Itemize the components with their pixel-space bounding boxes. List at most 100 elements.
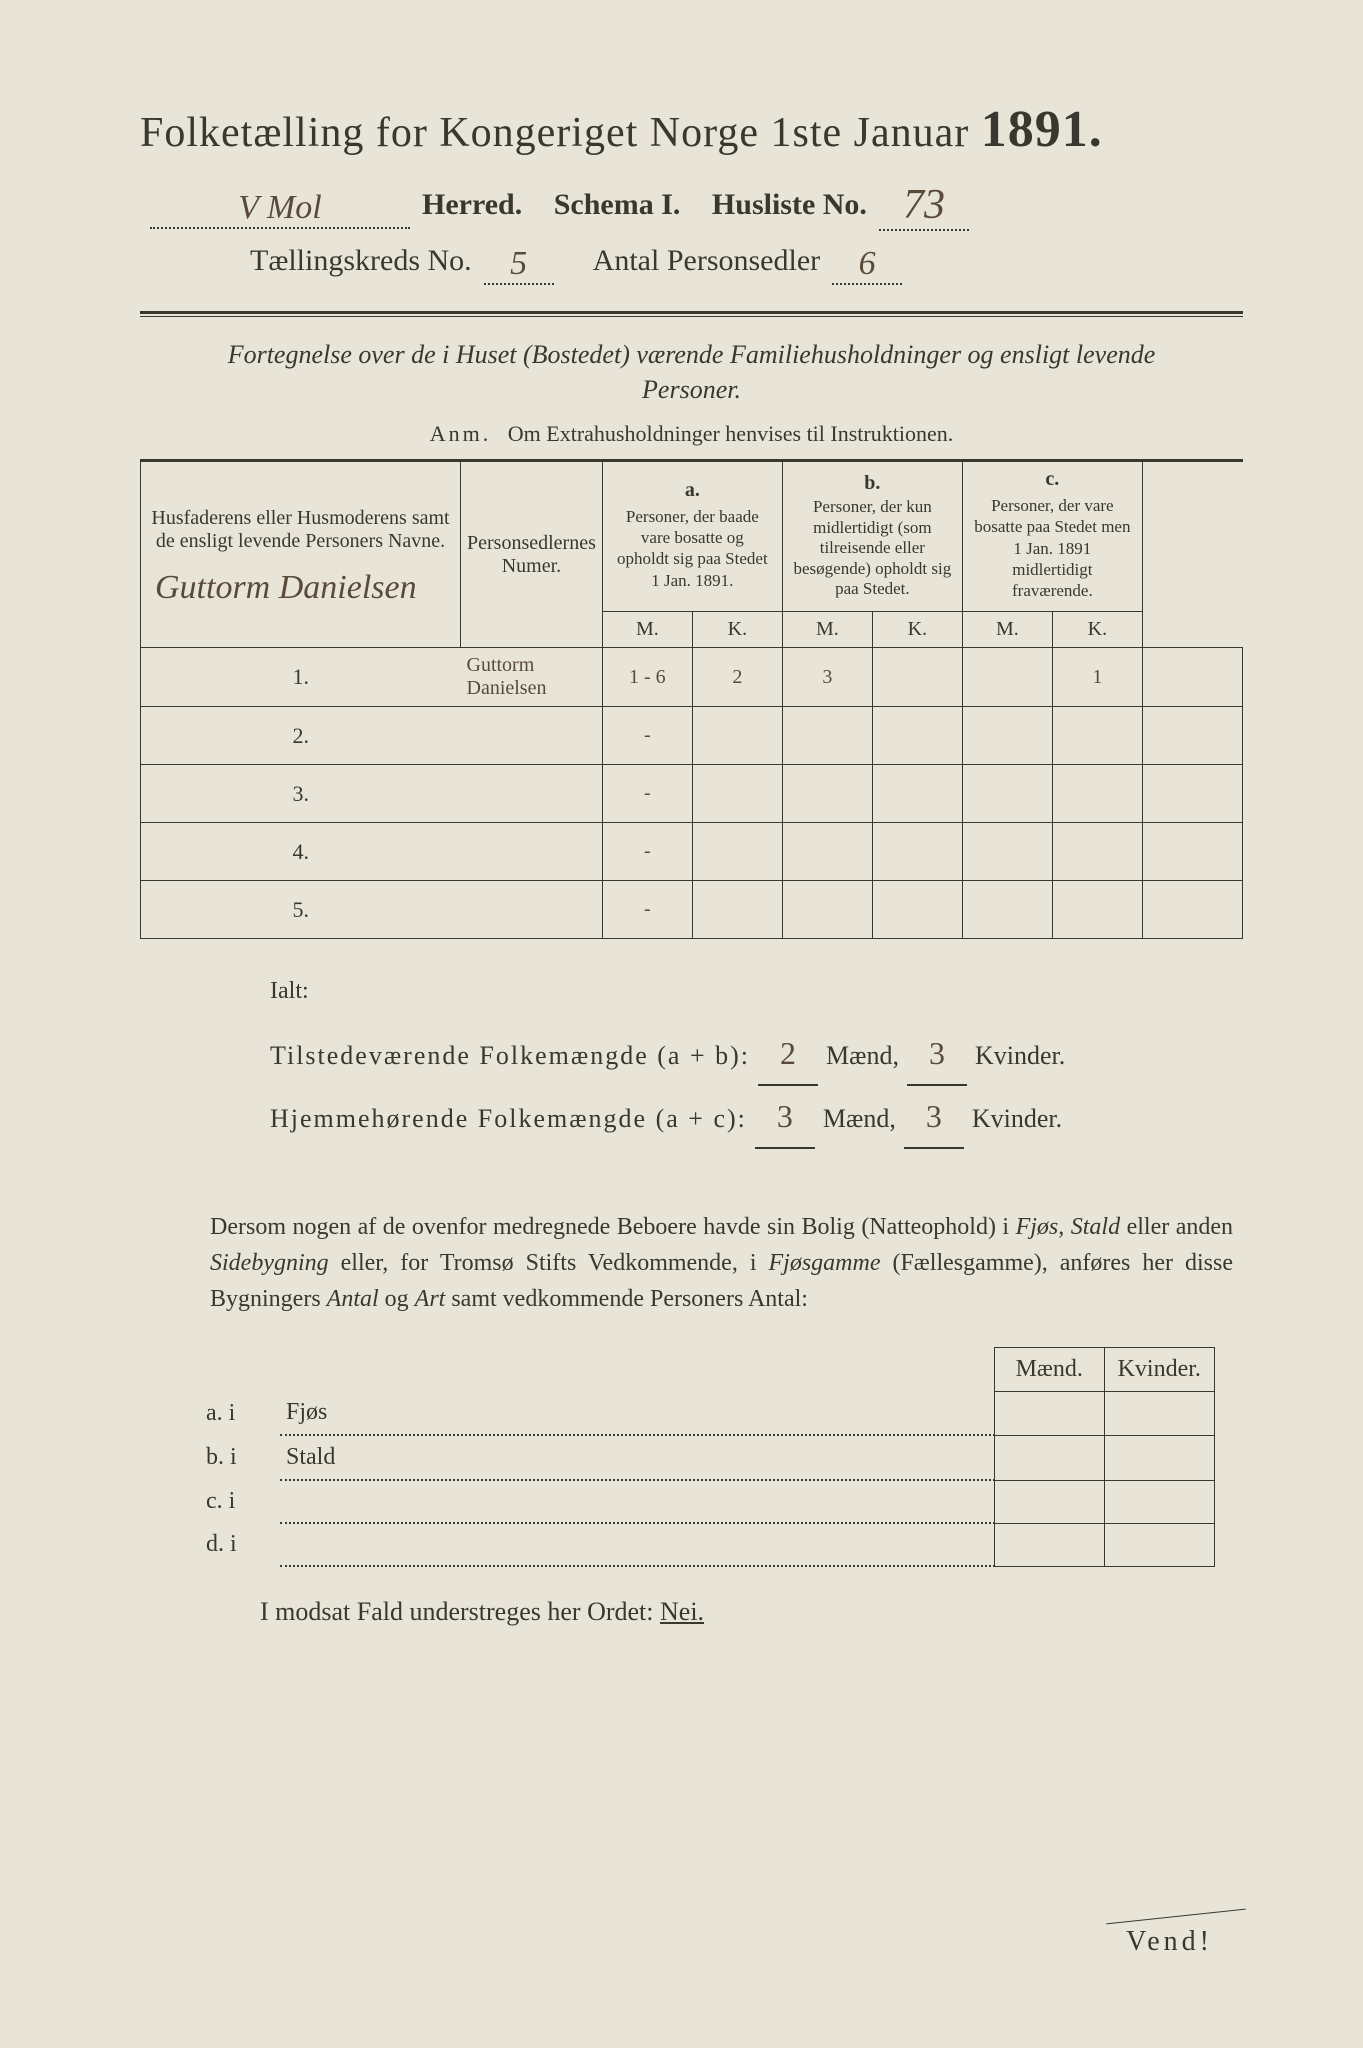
row-c-k <box>1142 707 1242 765</box>
row-number: 1. <box>141 648 461 707</box>
row-a-m: 2 <box>692 648 782 707</box>
row-a-m <box>692 881 782 939</box>
col-header-c: c. Personer, der vare bosatte paa Stedet… <box>962 461 1142 612</box>
note-t6: samt vedkommende Personers Antal: <box>445 1286 808 1312</box>
row-c-k <box>1142 823 1242 881</box>
mk-b-m: M. <box>782 612 872 648</box>
col-b-label: b. <box>789 472 956 495</box>
note-e1: Fjøs, Stald <box>1016 1214 1121 1240</box>
kvinder-label: Kvinder. <box>975 1031 1065 1080</box>
note-e4: Antal <box>327 1286 379 1312</box>
note-t1: Dersom nogen af de ovenfor medregnede Be… <box>210 1214 1016 1240</box>
sub-row-k <box>1104 1435 1214 1480</box>
sub-row-k <box>1104 1480 1214 1523</box>
sub-maend-head: Mænd. <box>994 1347 1104 1391</box>
title-prefix: Folketælling for Kongeriget Norge 1ste J… <box>140 110 969 156</box>
sub-row: a. iFjøs <box>200 1391 1214 1435</box>
anm-label: Anm. <box>430 421 492 446</box>
row-num-sedler: - <box>602 823 692 881</box>
col-c-label: c. <box>969 468 1136 491</box>
kreds-value: 5 <box>484 245 554 285</box>
totals-block: Ialt: Tilstedeværende Folkemængde (a + b… <box>270 969 1243 1148</box>
vend-label: Vend! <box>1126 1926 1213 1958</box>
row-b-k <box>962 881 1052 939</box>
row-a-k <box>782 881 872 939</box>
sub-row-m <box>994 1391 1104 1435</box>
row-a-m <box>692 765 782 823</box>
row-b-m <box>872 765 962 823</box>
husliste-value: 73 <box>879 181 969 231</box>
mk-a-m: M. <box>602 612 692 648</box>
row-a-k <box>782 707 872 765</box>
col-header-num: Personsedlernes Numer. <box>461 461 603 648</box>
husliste-label: Husliste No. <box>712 188 867 222</box>
note-e3: Fjøsgamme <box>768 1250 880 1276</box>
table-row: 3.- <box>141 765 1243 823</box>
row-b-m <box>872 648 962 707</box>
col-header-b: b. Personer, der kun midlertidigt (som t… <box>782 461 962 612</box>
sub-row-letter: c. i <box>200 1480 280 1523</box>
sub-row: b. iStald <box>200 1435 1214 1480</box>
col-header-a: a. Personer, der baade vare bosatte og o… <box>602 461 782 612</box>
sub-row-k <box>1104 1391 1214 1435</box>
title-year: 1891. <box>981 101 1103 158</box>
nei-text: I modsat Fald understreges her Ordet: <box>260 1597 654 1626</box>
col-b-text: Personer, der kun midlertidigt (som tilr… <box>789 495 956 601</box>
sub-row-type: Fjøs <box>280 1391 994 1435</box>
sub-table: Mænd. Kvinder. a. iFjøsb. iStaldc. id. i <box>200 1347 1215 1568</box>
herred-label: Herred. <box>422 188 522 222</box>
row-a-m <box>692 707 782 765</box>
row-number: 3. <box>141 765 461 823</box>
totals-ab-k: 3 <box>907 1023 967 1086</box>
note-t5: og <box>379 1286 415 1312</box>
sub-row-m <box>994 1523 1104 1566</box>
note-e2: Sidebygning <box>210 1250 329 1276</box>
sub-row-k <box>1104 1523 1214 1566</box>
herred-value: V Mol <box>150 189 410 229</box>
row-name <box>461 707 603 765</box>
row-name <box>461 881 603 939</box>
sub-row-letter: b. i <box>200 1435 280 1480</box>
header-line-kreds: Tællingskreds No. 5 Antal Personsedler 6 <box>140 241 1243 281</box>
row-number: 5. <box>141 881 461 939</box>
note-paragraph: Dersom nogen af de ovenfor medregnede Be… <box>210 1209 1233 1317</box>
sub-row-letter: a. i <box>200 1391 280 1435</box>
row-name: Guttorm Danielsen <box>461 648 603 707</box>
sub-row-type: Stald <box>280 1435 994 1480</box>
ialt-label: Ialt: <box>270 969 1243 1015</box>
sub-row: d. i <box>200 1523 1214 1566</box>
kreds-label: Tællingskreds No. <box>250 244 472 278</box>
row-number: 4. <box>141 823 461 881</box>
main-table: Husfaderens eller Husmoderens samt de en… <box>140 459 1243 939</box>
col-header-name: Husfaderens eller Husmoderens samt de en… <box>141 461 461 648</box>
table-row: 2.- <box>141 707 1243 765</box>
table-row: 1.Guttorm Danielsen1 - 6231 <box>141 648 1243 707</box>
totals-ac-label: Hjemmehørende Folkemængde (a + c): <box>270 1094 747 1143</box>
row-c-m <box>1052 707 1142 765</box>
row-num-sedler: - <box>602 707 692 765</box>
sub-row-m <box>994 1480 1104 1523</box>
row-c-m: 1 <box>1052 648 1142 707</box>
intro-text: Fortegnelse over de i Huset (Bostedet) v… <box>180 337 1203 407</box>
anm-text: Om Extrahusholdninger henvises til Instr… <box>508 421 953 446</box>
personsedler-label: Antal Personsedler <box>593 244 820 278</box>
row-a-m <box>692 823 782 881</box>
row-a-k: 3 <box>782 648 872 707</box>
table-row: 4. - <box>141 823 1243 881</box>
note-e5: Art <box>415 1286 446 1312</box>
nei-line: I modsat Fald understreges her Ordet: Ne… <box>260 1597 1243 1627</box>
row-c-k <box>1142 881 1242 939</box>
maend-label: Mænd, <box>826 1031 899 1080</box>
row-name <box>461 823 603 881</box>
row-name <box>461 765 603 823</box>
mk-c-m: M. <box>962 612 1052 648</box>
schema-label: Schema I. <box>554 188 681 222</box>
personsedler-value: 6 <box>832 245 902 285</box>
maend-label-2: Mænd, <box>823 1094 896 1143</box>
row-c-k <box>1142 648 1242 707</box>
row-num-sedler: - <box>602 881 692 939</box>
row-c-m <box>1052 765 1142 823</box>
divider <box>140 311 1243 317</box>
row-b-k <box>962 765 1052 823</box>
totals-ac-k: 3 <box>904 1086 964 1149</box>
